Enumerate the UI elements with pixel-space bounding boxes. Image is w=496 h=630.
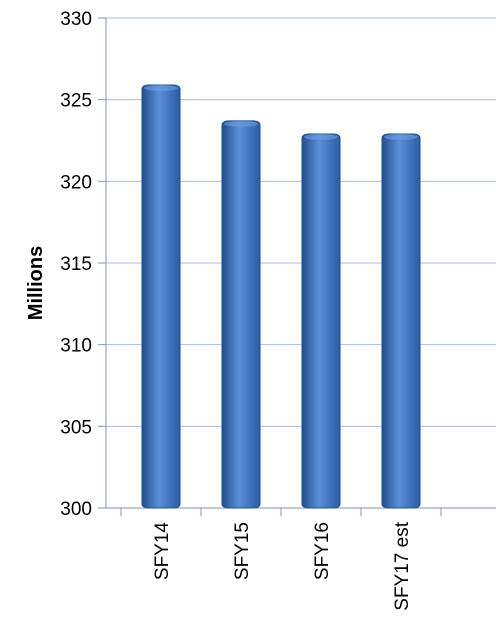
x-category-label: SFY15: [232, 522, 253, 580]
y-tick-label: 305: [60, 417, 92, 438]
x-category-label: SFY17 est: [392, 521, 413, 610]
bar-sfy17-est: [381, 133, 421, 509]
y-tick-label: 300: [60, 499, 92, 520]
y-tick-label: 320: [60, 172, 92, 193]
bar-cap: [224, 120, 258, 127]
y-tick-label: 310: [60, 336, 92, 357]
y-tick-label: 330: [60, 9, 92, 30]
y-tick-label: 325: [60, 91, 92, 112]
y-tick-label: 315: [60, 254, 92, 275]
bar-cap: [144, 84, 178, 91]
bar-sfy15: [221, 120, 261, 509]
x-category-label: SFY16: [312, 522, 333, 580]
bar-cap: [384, 133, 418, 140]
x-category-label: SFY14: [152, 522, 173, 581]
bar-sfy14: [141, 84, 181, 509]
bars: [141, 84, 421, 509]
x-category-labels: SFY14 SFY15 SFY16 SFY17 est: [152, 521, 413, 610]
y-axis-title: Millions: [25, 246, 47, 320]
y-tick-labels: 300 305 310 315 320 325 330: [60, 9, 92, 520]
bar-sfy16: [301, 133, 341, 509]
bar-cap: [304, 133, 338, 140]
